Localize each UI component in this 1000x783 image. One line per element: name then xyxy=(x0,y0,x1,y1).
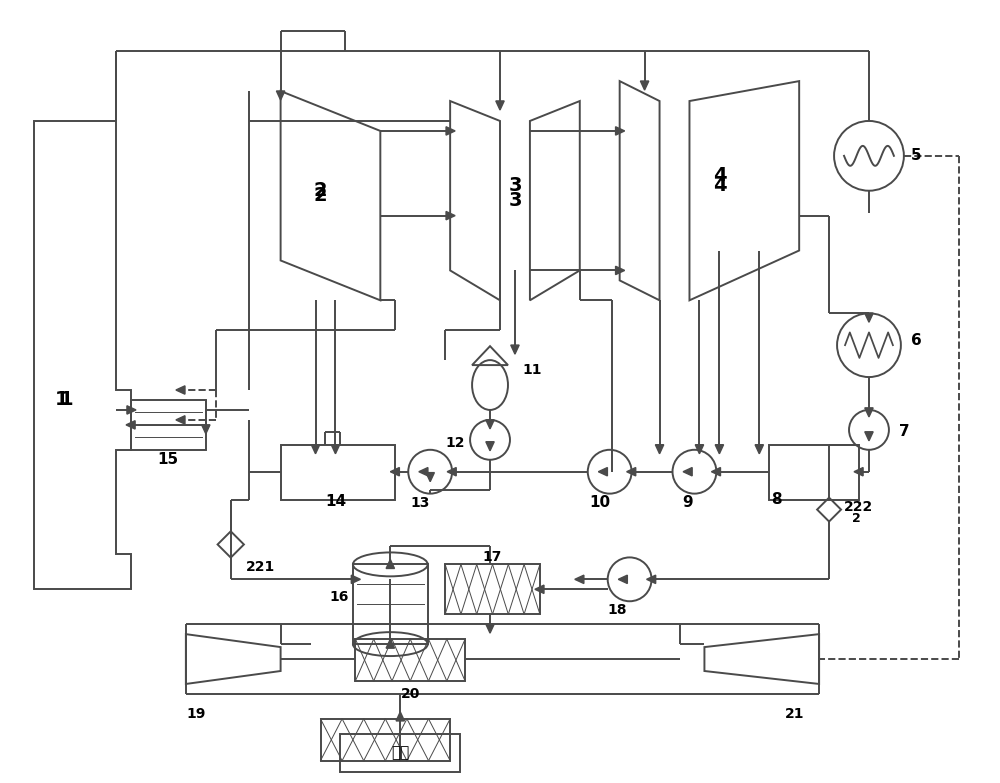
Polygon shape xyxy=(419,467,428,476)
Bar xyxy=(353,565,428,644)
Text: 13: 13 xyxy=(411,496,430,510)
Text: 6: 6 xyxy=(911,333,922,348)
Polygon shape xyxy=(446,211,455,220)
Text: 1: 1 xyxy=(54,391,68,410)
Polygon shape xyxy=(535,585,544,594)
Bar xyxy=(445,565,540,614)
Text: 8: 8 xyxy=(771,492,782,507)
Bar xyxy=(355,639,465,681)
Polygon shape xyxy=(865,408,873,417)
Text: 18: 18 xyxy=(608,603,627,617)
Text: 4: 4 xyxy=(713,166,726,186)
Text: 环境: 环境 xyxy=(391,745,409,760)
Text: 17: 17 xyxy=(482,550,502,565)
Polygon shape xyxy=(386,639,394,648)
Text: 21: 21 xyxy=(784,707,804,721)
Bar xyxy=(340,734,460,772)
Polygon shape xyxy=(511,345,519,354)
Polygon shape xyxy=(616,266,625,275)
Polygon shape xyxy=(446,127,455,135)
Text: 14: 14 xyxy=(325,494,346,509)
Polygon shape xyxy=(695,445,704,454)
Polygon shape xyxy=(618,576,627,583)
Polygon shape xyxy=(447,467,456,476)
Text: 9: 9 xyxy=(682,495,693,510)
Text: 3: 3 xyxy=(508,191,522,210)
Polygon shape xyxy=(276,91,285,100)
Polygon shape xyxy=(647,576,656,583)
Text: 2: 2 xyxy=(314,181,327,200)
Text: 2: 2 xyxy=(852,512,861,525)
Polygon shape xyxy=(655,445,664,454)
Text: 15: 15 xyxy=(157,453,178,467)
Polygon shape xyxy=(496,101,504,110)
Polygon shape xyxy=(711,467,720,476)
Text: 4: 4 xyxy=(713,176,726,195)
Text: 2: 2 xyxy=(314,186,327,205)
Text: 3: 3 xyxy=(508,176,522,195)
Polygon shape xyxy=(176,416,185,424)
Bar xyxy=(769,445,859,500)
Polygon shape xyxy=(627,467,636,476)
Text: 11: 11 xyxy=(522,363,541,377)
Polygon shape xyxy=(755,445,763,454)
Polygon shape xyxy=(715,445,724,454)
Polygon shape xyxy=(640,81,649,90)
Text: 10: 10 xyxy=(589,495,610,510)
Text: 221: 221 xyxy=(246,561,275,575)
Polygon shape xyxy=(486,442,494,451)
Polygon shape xyxy=(331,445,340,454)
Polygon shape xyxy=(127,406,136,414)
Polygon shape xyxy=(575,576,584,583)
Text: 222: 222 xyxy=(844,500,873,514)
Text: 7: 7 xyxy=(899,424,910,439)
Polygon shape xyxy=(396,712,404,721)
Polygon shape xyxy=(598,467,607,476)
Text: 12: 12 xyxy=(446,436,465,449)
Polygon shape xyxy=(486,624,494,633)
Polygon shape xyxy=(311,445,320,454)
Polygon shape xyxy=(865,431,873,441)
Polygon shape xyxy=(854,467,863,476)
Polygon shape xyxy=(390,467,399,476)
Polygon shape xyxy=(865,313,873,323)
Bar xyxy=(320,719,450,761)
Bar xyxy=(131,400,206,449)
Text: 20: 20 xyxy=(401,687,420,701)
Text: 16: 16 xyxy=(329,590,348,604)
Text: 1: 1 xyxy=(59,391,73,410)
Polygon shape xyxy=(386,559,394,568)
Polygon shape xyxy=(176,386,185,394)
Polygon shape xyxy=(616,127,625,135)
Polygon shape xyxy=(486,420,494,429)
Text: 5: 5 xyxy=(911,148,921,164)
Polygon shape xyxy=(202,425,210,434)
Polygon shape xyxy=(683,467,692,476)
Polygon shape xyxy=(426,473,434,482)
Polygon shape xyxy=(351,576,360,583)
Text: 19: 19 xyxy=(186,707,206,721)
Polygon shape xyxy=(126,420,135,429)
Bar xyxy=(281,445,395,500)
